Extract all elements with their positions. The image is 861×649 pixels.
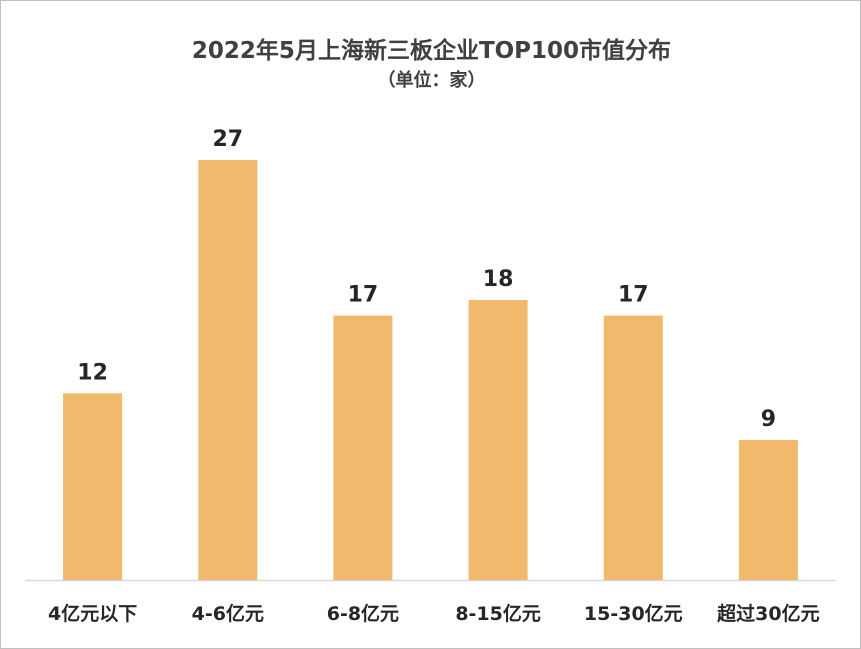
bar-5: [738, 440, 798, 580]
data-label-5: 9: [761, 407, 776, 432]
category-label-4: 15-30亿元: [584, 602, 683, 625]
data-label-1: 27: [212, 127, 243, 152]
bar-1: [198, 160, 258, 580]
data-label-4: 17: [618, 283, 649, 308]
chart-title: 2022年5月上海新三板企业TOP100市值分布: [191, 38, 672, 64]
bar-0: [63, 393, 123, 580]
category-label-0: 4亿元以下: [48, 602, 137, 625]
category-label-2: 6-8亿元: [327, 602, 399, 625]
data-label-0: 12: [77, 360, 108, 385]
chart-subtitle: （单位：家）: [377, 70, 486, 91]
category-label-5: 超过30亿元: [716, 602, 819, 625]
bar-3: [468, 300, 528, 580]
bar-4: [603, 315, 663, 580]
data-label-3: 18: [483, 267, 514, 292]
category-label-1: 4-6亿元: [192, 602, 264, 625]
bar-2: [333, 315, 393, 580]
category-label-3: 8-15亿元: [455, 602, 541, 625]
data-label-2: 17: [348, 283, 379, 308]
